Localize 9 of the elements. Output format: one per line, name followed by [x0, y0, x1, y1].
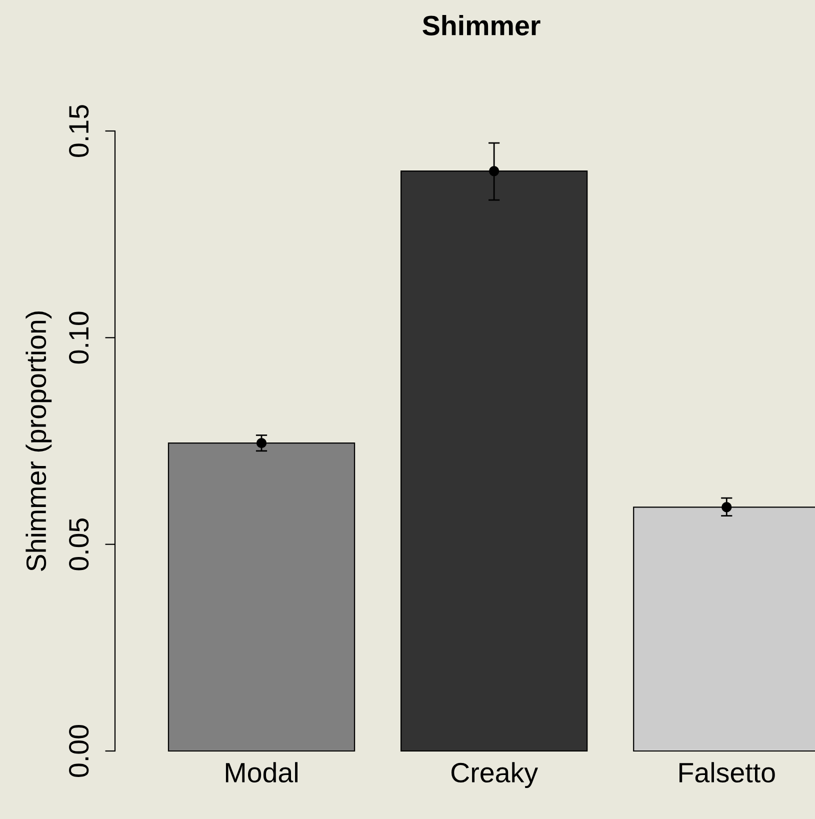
y-tick-label: 0.10	[69, 312, 89, 364]
y-axis-title: Shimmer (proportion)	[26, 312, 52, 571]
y-tick-label: 0.05	[69, 518, 89, 570]
chart-title: Shimmer	[422, 15, 540, 36]
x-tick-label: Creaky	[451, 762, 538, 788]
x-tick-label: Modal	[226, 762, 298, 783]
x-tick-label: Falsetto	[680, 762, 775, 783]
y-tick-label: 0.15	[69, 105, 89, 157]
y-tick-label: 0.00	[69, 725, 89, 777]
